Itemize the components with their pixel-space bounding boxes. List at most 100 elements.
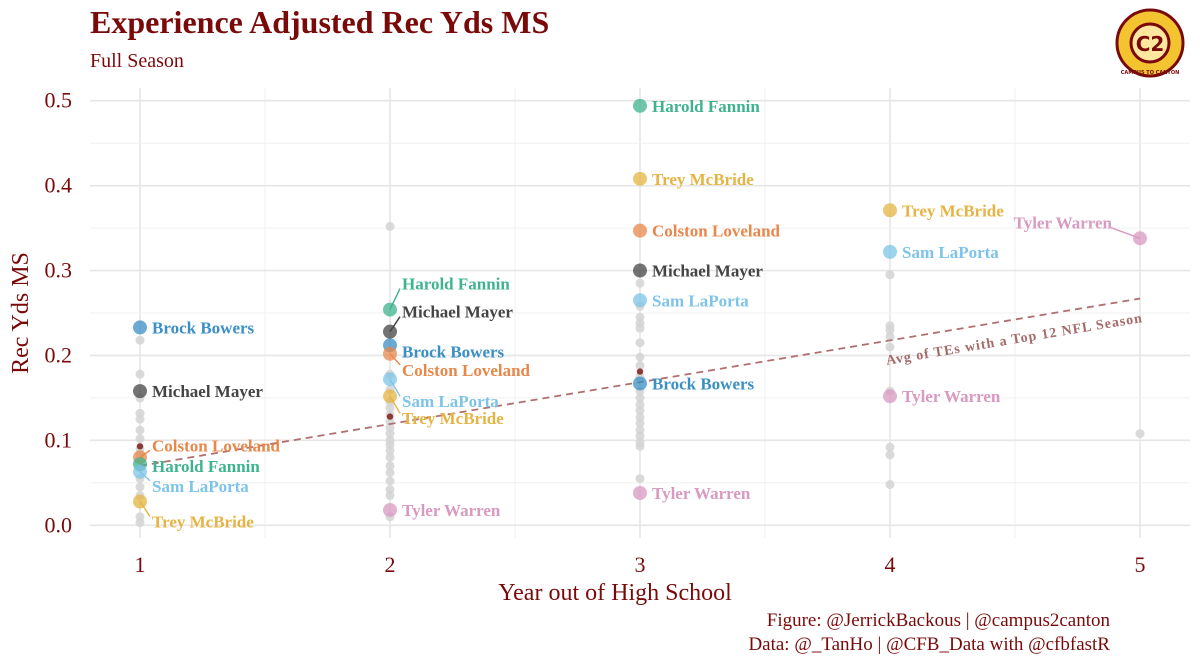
- background-point: [135, 482, 145, 492]
- label-leader-line: [389, 353, 401, 366]
- label-leader-line: [139, 501, 151, 517]
- background-point: [885, 442, 895, 452]
- player-label: Trey McBride: [902, 201, 1004, 220]
- y-tick-label: 0.5: [45, 88, 73, 113]
- player-label: Tyler Warren: [652, 484, 751, 503]
- background-point: [885, 332, 895, 342]
- background-point: [635, 418, 645, 428]
- x-tick-label: 1: [135, 552, 146, 577]
- background-point: [885, 450, 895, 460]
- player-label: Harold Fannin: [152, 457, 260, 476]
- background-point: [385, 461, 395, 471]
- x-tick-label: 5: [1135, 552, 1146, 577]
- player-point: [383, 502, 397, 517]
- background-point: [385, 403, 395, 413]
- label-leader-line: [389, 288, 401, 310]
- background-point: [635, 278, 645, 288]
- player-point: [633, 376, 647, 391]
- player-point: [883, 389, 897, 404]
- player-label: Michael Mayer: [652, 262, 763, 281]
- player-label: Sam LaPorta: [152, 477, 249, 496]
- player-label: Brock Bowers: [652, 374, 755, 393]
- average-point: [636, 368, 644, 375]
- player-label: Trey McBride: [152, 512, 254, 531]
- background-point: [885, 325, 895, 335]
- background-point: [135, 425, 145, 435]
- background-point: [635, 393, 645, 403]
- player-point: [633, 223, 647, 238]
- trend-line-label: Avg of TEs with a Top 12 NFL Season: [885, 311, 1144, 369]
- background-point: [385, 491, 395, 501]
- label-leader-line: [389, 395, 401, 414]
- player-point: [133, 320, 147, 335]
- player-label: Tyler Warren: [902, 387, 1001, 406]
- chart-subtitle: Full Season: [90, 50, 184, 72]
- background-point: [635, 352, 645, 362]
- player-label: Sam LaPorta: [902, 243, 999, 262]
- x-tick-label: 3: [635, 552, 646, 577]
- figure-credit: Figure: @JerrickBackous | @campus2canton: [766, 610, 1110, 631]
- player-label: Michael Mayer: [152, 382, 263, 401]
- background-point: [635, 361, 645, 371]
- player-label: Michael Mayer: [402, 303, 513, 322]
- background-point: [885, 342, 895, 352]
- player-point: [633, 486, 647, 500]
- label-leader-line: [1109, 226, 1141, 239]
- y-tick-label: 0.0: [45, 512, 73, 537]
- background-point: [1135, 429, 1145, 439]
- player-label: Brock Bowers: [152, 318, 255, 337]
- logo-ring-text: CAMPUS TO CANTON: [1121, 70, 1180, 76]
- player-label: Colston Loveland: [152, 436, 281, 455]
- campus2canton-logo-icon: C2 CAMPUS TO CANTON: [1115, 8, 1185, 78]
- y-tick-label: 0.1: [45, 427, 73, 452]
- background-point: [135, 518, 145, 528]
- y-tick-label: 0.3: [45, 258, 73, 283]
- background-point: [385, 468, 395, 478]
- chart-title: Experience Adjusted Rec Yds MS: [90, 4, 550, 40]
- y-tick-label: 0.4: [45, 173, 73, 198]
- player-label: Sam LaPorta: [402, 392, 499, 411]
- background-point: [635, 323, 645, 333]
- player-point: [633, 171, 647, 186]
- player-label: Brock Bowers: [402, 342, 505, 361]
- player-label: Harold Fannin: [402, 275, 510, 294]
- background-point: [385, 446, 395, 456]
- background-point: [385, 429, 395, 439]
- label-leader-line: [139, 449, 151, 458]
- x-tick-label: 4: [885, 552, 896, 577]
- label-leader-line: [389, 316, 401, 333]
- player-label: Trey McBride: [402, 409, 504, 428]
- player-point: [633, 98, 647, 113]
- player-point: [633, 293, 647, 308]
- player-point: [133, 384, 147, 399]
- player-label: Harold Fannin: [652, 97, 760, 116]
- background-point: [385, 452, 395, 462]
- logo-text: C2: [1136, 32, 1165, 56]
- average-point: [386, 413, 394, 420]
- player-label: Trey McBride: [652, 170, 754, 189]
- player-point: [883, 244, 897, 259]
- average-point: [136, 443, 144, 450]
- background-point: [635, 338, 645, 348]
- background-point: [385, 476, 395, 486]
- background-point: [385, 221, 395, 231]
- background-point: [635, 474, 645, 484]
- background-point: [885, 480, 895, 490]
- background-point: [135, 434, 145, 444]
- x-axis-title: Year out of High School: [498, 580, 732, 606]
- player-point: [883, 203, 897, 218]
- y-tick-label: 0.2: [45, 342, 73, 367]
- background-point: [635, 441, 645, 451]
- player-label: Sam LaPorta: [652, 291, 749, 310]
- background-point: [135, 369, 145, 379]
- label-leader-line: [139, 471, 151, 482]
- background-point: [885, 270, 895, 280]
- player-label: Tyler Warren: [402, 501, 501, 520]
- x-tick-label: 2: [385, 552, 396, 577]
- y-axis-title: Rec Yds MS: [8, 252, 34, 374]
- player-point: [633, 263, 647, 278]
- background-point: [135, 335, 145, 345]
- label-leader-line: [389, 378, 401, 397]
- player-label: Colston Loveland: [652, 222, 781, 241]
